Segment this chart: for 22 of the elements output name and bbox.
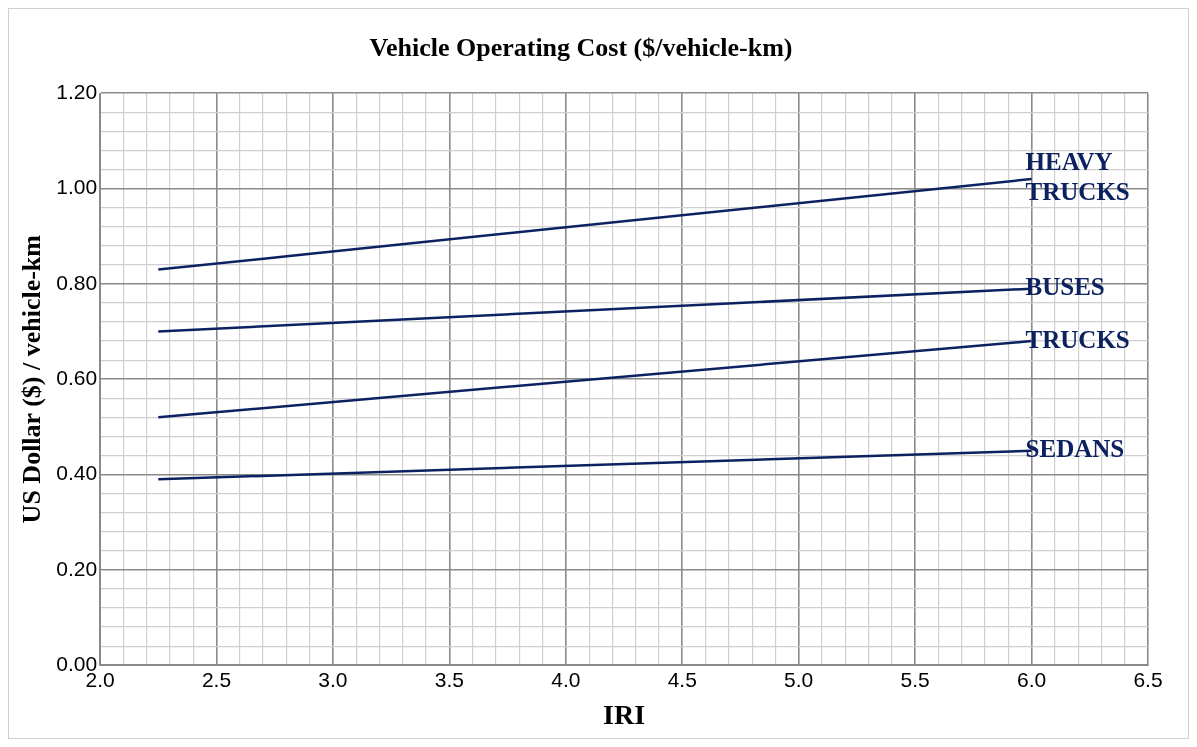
x-axis-title: IRI [603,699,646,731]
series-label: SEDANS [1025,435,1125,463]
x-tick-label: 4.5 [667,667,697,691]
x-tick-label: 2.5 [201,667,232,691]
x-tick-label: 3.5 [434,667,464,691]
chart-title: Vehicle Operating Cost ($/vehicle-km) [369,33,793,63]
x-tick-label: 4.0 [551,667,581,691]
x-tick-label: 5.0 [784,667,814,691]
y-axis-title: US Dollar ($) / vehicle-km [17,234,47,524]
x-tick-label: 6.0 [1016,667,1047,691]
x-tick-label: 3.0 [318,667,348,691]
y-tick-label: 0.80 [56,270,98,294]
series-label: TRUCKS [1025,325,1130,353]
y-tick-label: 0.60 [56,366,98,389]
x-tick-label: 6.5 [1133,667,1163,691]
y-tick-label: 0.20 [56,556,98,580]
y-tick-label: 1.00 [56,175,98,199]
y-tick-label: 1.20 [56,80,98,103]
series-label: HEAVY TRUCKS [1025,148,1130,206]
x-tick-label: 5.5 [900,667,930,691]
y-tick-label: 0.40 [56,461,98,485]
series-label: BUSES [1025,273,1105,301]
